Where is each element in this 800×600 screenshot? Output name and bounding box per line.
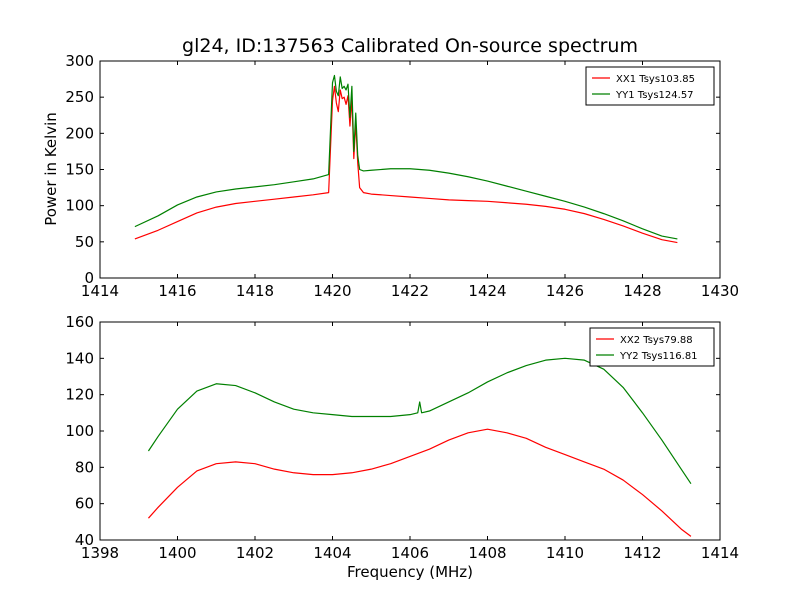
legend-label: XX2 Tsys79.88	[620, 335, 693, 346]
y-tick-label: 50	[75, 233, 94, 251]
x-tick-label: 1426	[546, 282, 584, 300]
x-tick-label: 1398	[81, 544, 119, 562]
x-tick-label: 1420	[313, 282, 351, 300]
x-tick-label: 1430	[701, 282, 739, 300]
x-tick-label: 1424	[468, 282, 506, 300]
y-tick-label: 200	[65, 124, 94, 142]
legend: XX1 Tsys103.85 YY1 Tsys124.57	[585, 66, 715, 106]
x-tick-label: 1416	[158, 282, 196, 300]
x-tick-label: 1406	[391, 544, 429, 562]
y-axis-label-top: Power in Kelvin	[42, 112, 60, 226]
x-tick-label: 1404	[313, 544, 351, 562]
top-panel: 1414 1416 1418 1420 1422 1424 1426 1428 1430 0 50 1…	[65, 52, 739, 300]
x-tick-label: 1418	[236, 282, 274, 300]
y-tick-label: 160	[65, 313, 94, 331]
legend-label: YY2 Tsys116.81	[619, 351, 698, 362]
x-tick-label: 1414	[81, 282, 119, 300]
series-line-2	[134, 74, 678, 240]
bottom-panel: 1398 1400 1402 1404 1406 1408 1410 1412 1414 40 60…	[65, 313, 739, 562]
y-tick-label: 140	[65, 349, 94, 367]
x-axis-label-bottom: Frequency (MHz)	[347, 563, 473, 581]
legend-box	[585, 66, 715, 106]
legend: XX2 Tsys79.88 YY2 Tsys116.81	[589, 327, 715, 367]
series-line-1	[147, 428, 692, 537]
y-tick-label: 40	[75, 531, 94, 549]
y-tick-label: 0	[84, 269, 94, 287]
legend-label: YY1 Tsys124.57	[615, 90, 694, 101]
y-tick-label: 120	[65, 386, 94, 404]
x-tick-label: 1428	[623, 282, 661, 300]
legend-label: XX1 Tsys103.85	[616, 74, 695, 85]
x-tick-label: 1402	[236, 544, 274, 562]
y-tick-label: 150	[65, 161, 94, 179]
y-tick-label: 250	[65, 88, 94, 106]
y-tick-label: 80	[75, 458, 94, 476]
figure-title: gl24, ID:137563 Calibrated On-source spe…	[182, 35, 638, 57]
x-tick-label: 1412	[623, 544, 661, 562]
x-tick-label: 1410	[546, 544, 584, 562]
x-tick-label: 1400	[158, 544, 196, 562]
x-tick-label: 1422	[391, 282, 429, 300]
legend-box	[589, 327, 715, 367]
y-tick-label: 60	[75, 495, 94, 513]
x-tick-label: 1408	[468, 544, 506, 562]
y-tick-label: 100	[65, 197, 94, 215]
x-tick-label: 1414	[701, 544, 739, 562]
y-tick-label: 100	[65, 422, 94, 440]
y-tick-label: 300	[65, 52, 94, 70]
